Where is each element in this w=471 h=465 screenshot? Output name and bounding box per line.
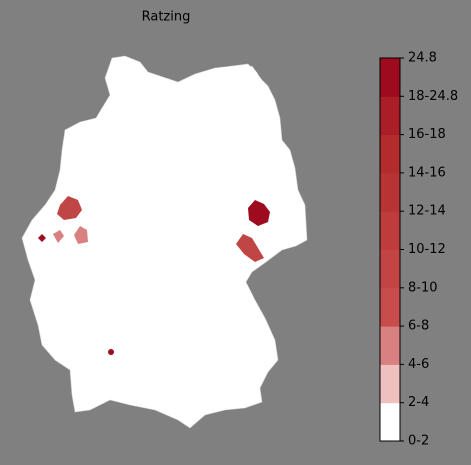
region-mid bbox=[74, 226, 88, 244]
region-mid bbox=[53, 230, 64, 243]
colorbar-segment bbox=[380, 58, 400, 97]
colorbar-label: 10-12 bbox=[408, 242, 446, 257]
colorbar-segment bbox=[380, 172, 400, 212]
region-top bbox=[38, 234, 46, 242]
colorbar-segment bbox=[380, 402, 400, 442]
germany-map bbox=[21, 55, 308, 429]
colorbar-segment bbox=[380, 96, 400, 136]
colorbar-label: 16-18 bbox=[408, 127, 446, 142]
colorbar-label: 4-6 bbox=[408, 357, 429, 372]
colorbar-label: 24.8 bbox=[408, 51, 437, 66]
region-high bbox=[57, 196, 82, 220]
colorbar-label: 6-8 bbox=[408, 319, 429, 334]
region-top bbox=[248, 200, 270, 226]
colorbar-segment bbox=[380, 364, 400, 404]
colorbar-segment bbox=[380, 249, 400, 289]
country-outline bbox=[21, 55, 308, 429]
colorbar-label: 2-4 bbox=[408, 395, 429, 410]
colorbar-segment bbox=[380, 134, 400, 174]
colorbar-label: 8-10 bbox=[408, 280, 438, 295]
colorbar-label: 18-24.8 bbox=[408, 89, 458, 104]
colorbar-segment bbox=[380, 211, 400, 250]
region-high bbox=[236, 234, 264, 262]
colorbar-segment bbox=[380, 287, 400, 327]
colorbar: 0-2 2-4 4-6 6-8 8-10 10-12 12-14 14-16 16-18 18-2… bbox=[379, 51, 458, 449]
region-top bbox=[108, 349, 114, 355]
colorbar-label: 14-16 bbox=[408, 165, 446, 180]
colorbar-label: 12-14 bbox=[408, 204, 446, 219]
map-title: Ratzing bbox=[142, 10, 191, 25]
colorbar-label: 0-2 bbox=[408, 434, 429, 449]
colorbar-segment bbox=[380, 326, 400, 365]
island bbox=[240, 66, 258, 80]
